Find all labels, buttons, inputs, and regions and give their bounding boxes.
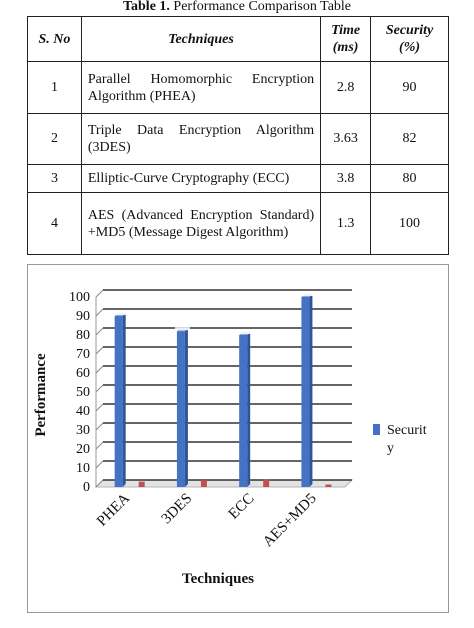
y-tick-label: 80 — [76, 328, 90, 343]
cell-sno: 4 — [27, 192, 82, 255]
y-tick-label: 40 — [76, 404, 90, 419]
chart-frame — [27, 264, 449, 613]
x-tick-label: PHEA — [94, 490, 133, 529]
bar-highlight — [174, 327, 190, 331]
cell-security: 90 — [370, 61, 449, 114]
table-row: 3 Elliptic-Curve Cryptography (ECC) 3.8 … — [27, 164, 449, 193]
bar-security — [176, 331, 185, 487]
gridline-depth — [95, 346, 104, 355]
cell-time: 1.3 — [320, 192, 372, 255]
legend-swatch — [373, 424, 380, 435]
header-sno: S. No — [27, 16, 82, 62]
y-tick-label: 70 — [76, 347, 90, 362]
table-caption: Table 1. Performance Comparison Table — [0, 0, 474, 14]
bar-time — [263, 479, 270, 487]
x-axis-title: Techniques — [182, 571, 254, 587]
y-tick-label: 10 — [76, 461, 90, 476]
bar-side — [309, 294, 313, 487]
gridline-depth — [95, 460, 104, 469]
bar-side — [184, 328, 188, 487]
bar-side — [247, 332, 251, 487]
legend-label-wrap: y — [387, 441, 394, 456]
cell-technique: Parallel Homomorphic Encryption Algorith… — [80, 61, 322, 114]
bar-security — [114, 316, 123, 487]
y-tick-label: 50 — [76, 385, 90, 400]
table-caption-text: Performance Comparison Table — [169, 0, 352, 14]
gridline-depth — [95, 422, 104, 431]
gridline-depth — [95, 308, 104, 317]
x-tick-label: AES+MD5 — [260, 491, 320, 551]
y-tick-label: 60 — [76, 366, 90, 381]
gridline-depth — [95, 441, 104, 450]
cell-time: 2.8 — [320, 61, 372, 114]
gridline-depth — [95, 384, 104, 393]
cell-security: 82 — [370, 113, 449, 165]
cell-technique: Elliptic-Curve Cryptography (ECC) — [80, 164, 322, 193]
cell-sno: 1 — [27, 61, 82, 114]
gridline-depth — [95, 289, 104, 298]
bar-highlight — [112, 312, 128, 315]
header-security: Security (%) — [370, 16, 449, 62]
cell-security: 80 — [370, 164, 449, 193]
bar-highlight — [299, 293, 315, 296]
y-tick-label: 90 — [76, 309, 90, 324]
cell-security: 100 — [370, 192, 449, 255]
y-tick-label: 0 — [83, 480, 90, 495]
bar-highlight — [237, 331, 253, 334]
bar-time — [200, 480, 207, 487]
table-row: 2 Triple Data Encryption Algorithm (3DES… — [27, 113, 449, 165]
gridline-depth — [95, 327, 104, 336]
header-time: Time (ms) — [320, 16, 372, 62]
gridline-depth — [95, 403, 104, 412]
bar-security — [301, 297, 310, 487]
table-caption-label: Table 1. — [122, 0, 170, 14]
bar-side — [122, 313, 126, 487]
gridline-depth — [95, 365, 104, 374]
table-row: 1 Parallel Homomorphic Encryption Algori… — [27, 61, 449, 114]
y-tick-label: 30 — [76, 423, 90, 438]
cell-technique: Triple Data Encryption Algorithm (3DES) — [80, 113, 322, 165]
cell-time: 3.8 — [320, 164, 372, 193]
y-axis-title: Performance — [33, 353, 49, 437]
x-tick-label: ECC — [226, 491, 258, 523]
cell-sno: 3 — [27, 164, 82, 193]
table-row: 4 AES (Advanced Encryption Standard) +MD… — [27, 192, 449, 255]
cell-technique: AES (Advanced Encryption Standard) +MD5 … — [80, 192, 322, 255]
gridline-depth — [95, 479, 104, 488]
x-tick-label: 3DES — [159, 491, 196, 528]
bar-time — [325, 484, 332, 487]
y-tick-label: 20 — [76, 442, 90, 457]
bar-time — [138, 481, 145, 487]
cell-sno: 2 — [27, 113, 82, 165]
chart-floor — [94, 479, 354, 488]
performance-table: S. No Techniques Time (ms) Security (%) … — [27, 16, 449, 255]
legend-label: Securit — [387, 423, 427, 438]
y-tick-label: 100 — [69, 290, 90, 305]
table-header-row: S. No Techniques Time (ms) Security (%) — [27, 16, 449, 62]
bar-security — [239, 335, 248, 487]
